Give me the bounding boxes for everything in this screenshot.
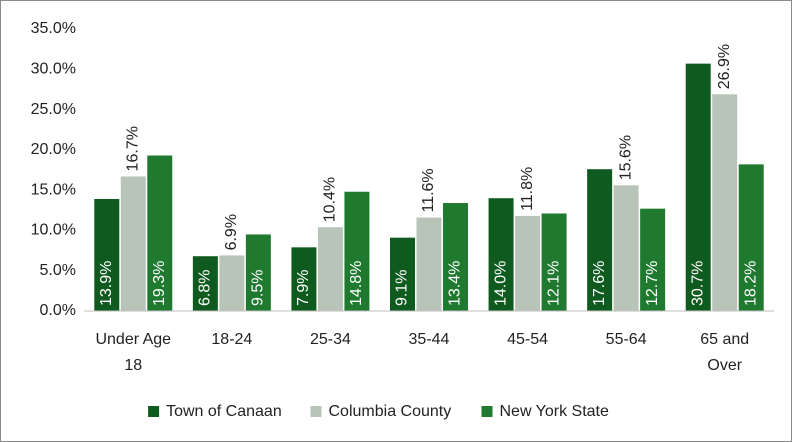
y-tick-label: 5.0% [40,262,76,279]
data-label: 6.9% [223,214,240,250]
bar [245,234,271,311]
data-label: 13.9% [98,261,115,306]
data-label: 26.9% [716,44,733,89]
legend-swatch [310,406,322,417]
x-tick-label: 25-34 [310,331,351,348]
legend-label: Town of Canaan [166,403,282,420]
y-tick-label: 15.0% [31,181,76,198]
bar [640,208,666,311]
y-tick-label: 30.0% [31,61,76,78]
legend-swatch [148,406,160,417]
bar [541,213,567,311]
data-label: 7.9% [295,270,312,306]
data-label: 11.8% [519,167,536,211]
bar [443,203,468,311]
data-label: 12.7% [644,261,661,306]
bar [515,215,541,311]
data-label: 15.6% [617,135,634,180]
data-label: 30.7% [689,261,706,306]
bar [344,191,370,311]
bar [613,185,639,311]
data-label: 19.3% [151,261,168,306]
data-label: 9.5% [250,270,267,306]
data-label: 11.6% [420,168,437,212]
bar [416,217,442,311]
bar [317,227,343,311]
data-label: 13.4% [447,261,464,306]
bar [738,164,764,311]
data-label: 18.2% [742,261,759,306]
data-label: 9.1% [394,270,411,306]
y-tick-label: 0.0% [40,302,76,319]
legend-swatch [481,406,493,417]
bar [390,237,415,311]
y-tick-label: 20.0% [31,141,76,158]
bar [587,169,613,311]
bar [94,199,120,311]
bar [147,155,173,311]
y-tick-label: 35.0% [31,20,76,37]
y-tick-label: 25.0% [31,101,76,118]
bar [120,176,146,311]
y-tick-label: 10.0% [31,222,76,239]
data-label: 12.1% [545,261,562,306]
data-label: 10.4% [322,177,339,222]
bar [712,94,738,312]
legend-label: Columbia County [329,403,452,420]
data-label: 6.8% [197,270,214,306]
x-tick-label: Under Age 18 [95,331,171,374]
x-tick-label: 45-54 [507,331,548,348]
data-label: 14.8% [348,261,365,306]
x-tick-label: 55-64 [606,331,647,348]
bar [291,247,317,311]
x-tick-label: 18-24 [211,331,252,348]
data-label: 14.0% [492,261,509,306]
legend-label: New York State [500,403,610,420]
bar [685,63,711,311]
bar [219,255,245,311]
data-label: 17.6% [591,261,608,306]
data-label: 16.7% [125,126,142,171]
x-tick-label: 65 and Over [700,331,749,374]
bar [192,256,218,311]
x-tick-label: 35-44 [409,331,450,348]
bar [488,198,514,311]
